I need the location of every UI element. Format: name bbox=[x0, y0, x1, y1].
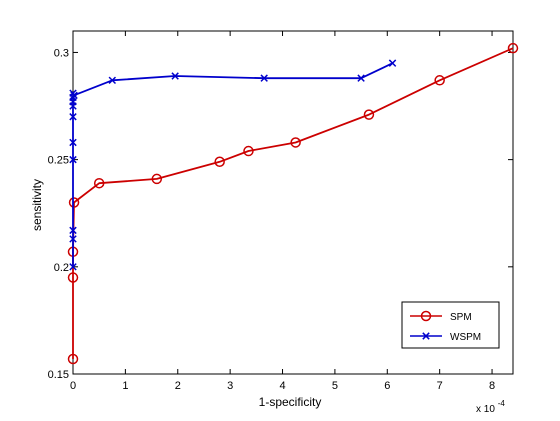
x-axis-label: 1-specificity bbox=[259, 395, 322, 409]
x-multiplier-exponent: -4 bbox=[498, 399, 506, 408]
x-tick-label: 3 bbox=[227, 380, 233, 392]
data-point-wspm bbox=[171, 72, 179, 80]
y-tick-label: 0.25 bbox=[48, 155, 69, 167]
x-tick-label: 4 bbox=[279, 380, 285, 392]
legend-marker-spm bbox=[420, 310, 432, 322]
data-point-wspm bbox=[69, 102, 77, 110]
data-point-wspm bbox=[357, 74, 365, 82]
y-axis-label: sensitivity bbox=[30, 179, 44, 231]
data-point-spm bbox=[67, 272, 79, 283]
x-tick-label: 7 bbox=[437, 380, 443, 392]
data-point-wspm bbox=[69, 226, 77, 235]
data-point-wspm bbox=[69, 263, 77, 271]
x-tick-label: 2 bbox=[175, 380, 181, 392]
x-tick-label: 0 bbox=[70, 380, 76, 392]
data-point-wspm bbox=[108, 76, 117, 85]
data-point-wspm bbox=[388, 59, 397, 67]
data-point-wspm bbox=[69, 138, 77, 147]
data-point-spm bbox=[68, 197, 80, 208]
y-tick-label: 0.3 bbox=[54, 47, 69, 59]
data-point-wspm bbox=[69, 89, 77, 97]
data-point-spm bbox=[67, 353, 79, 365]
data-point-spm bbox=[214, 156, 225, 168]
y-tick-label: 0.2 bbox=[54, 262, 69, 274]
x-tick-label: 6 bbox=[384, 380, 390, 392]
legend-marker-wspm bbox=[422, 332, 430, 340]
ticks: 0 1 2 3 4 5 6 7 8 0.15 0.2 0.25 0.3 bbox=[48, 31, 513, 392]
series-layer bbox=[67, 42, 519, 365]
legend-box bbox=[401, 301, 500, 349]
data-point-wspm bbox=[69, 235, 77, 243]
x-tick-label: 5 bbox=[332, 380, 338, 392]
data-point-wspm bbox=[69, 155, 77, 164]
data-point-spm bbox=[290, 137, 301, 148]
legend-label-spm: SPM bbox=[450, 312, 472, 323]
data-point-spm bbox=[151, 173, 163, 185]
data-point-spm bbox=[507, 42, 519, 54]
data-point-spm bbox=[243, 145, 254, 157]
data-point-wspm bbox=[260, 74, 268, 82]
x-multiplier-base: x 10 bbox=[476, 404, 495, 415]
x-tick-label: 8 bbox=[489, 380, 495, 392]
data-point-spm bbox=[363, 109, 375, 120]
data-point-wspm bbox=[69, 113, 77, 121]
y-tick-label: 0.15 bbox=[48, 369, 69, 381]
legend: SPM WSPM bbox=[401, 301, 500, 349]
x-multiplier-label: x 10 -4 bbox=[476, 399, 505, 415]
data-point-spm bbox=[93, 177, 105, 189]
data-point-wspm bbox=[70, 91, 78, 100]
x-tick-label: 1 bbox=[122, 380, 128, 392]
data-point-spm bbox=[434, 75, 445, 86]
legend-label-wspm: WSPM bbox=[450, 332, 481, 343]
